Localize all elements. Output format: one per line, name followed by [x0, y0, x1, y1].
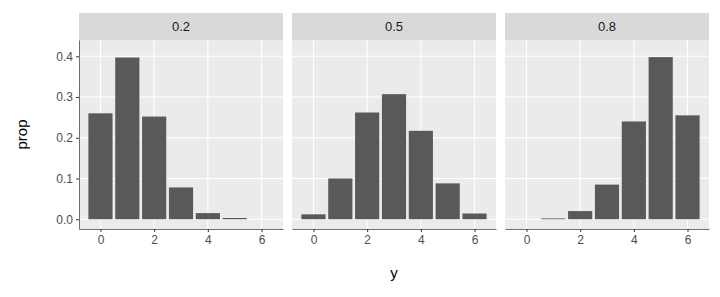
grid-line	[526, 40, 527, 229]
tick-label: 4	[631, 233, 638, 247]
grid	[79, 40, 283, 229]
tick-label: 6	[685, 233, 692, 247]
y-axis-title: prop	[13, 119, 30, 149]
tick: 0	[98, 229, 105, 247]
tick-label: 0.2	[56, 131, 73, 145]
bar	[675, 115, 699, 219]
strip-label: 0.5	[385, 19, 403, 34]
grid-line	[79, 96, 283, 97]
tick: 4	[205, 229, 212, 247]
bar	[649, 57, 673, 219]
grid-line	[474, 40, 475, 229]
tick-label: 0.1	[56, 172, 73, 186]
axis-line	[293, 229, 497, 230]
grid-line	[580, 40, 581, 229]
x-axis: 0 2 4 6	[506, 229, 710, 247]
bar	[355, 113, 379, 220]
bars	[88, 58, 246, 220]
bars	[541, 57, 699, 219]
tick: 2	[577, 229, 584, 247]
tick-label: 4	[205, 233, 212, 247]
axis-line	[79, 41, 80, 230]
bar	[196, 213, 220, 219]
tick: 0.0	[56, 213, 79, 227]
bar	[514, 219, 538, 220]
tick-label: 2	[577, 233, 584, 247]
bar	[436, 183, 460, 219]
tick-mark	[76, 97, 79, 98]
bar	[568, 211, 592, 219]
axis-line	[80, 229, 284, 230]
tick-label: 2	[151, 233, 158, 247]
x-axis: 0 2 4 6	[80, 229, 284, 247]
tick-label: 6	[259, 233, 266, 247]
bar	[301, 214, 325, 219]
tick-label: 6	[472, 233, 479, 247]
tick: 0.4	[56, 50, 79, 64]
tick: 0	[311, 229, 318, 247]
bar	[595, 185, 619, 220]
bar	[462, 214, 486, 220]
bar	[249, 219, 273, 220]
panel-background	[79, 40, 283, 229]
bar	[328, 178, 352, 219]
bars	[301, 94, 486, 219]
strip	[292, 13, 496, 40]
tick-mark	[76, 138, 79, 139]
panel-background	[505, 40, 709, 229]
bar	[88, 113, 112, 219]
axis-line	[506, 229, 710, 230]
strip-label: 0.2	[172, 19, 190, 34]
tick-label: 0.0	[56, 213, 73, 227]
tick: 6	[472, 229, 479, 247]
tick: 0.2	[56, 131, 79, 145]
tick-mark	[76, 178, 79, 179]
tick: 0.1	[56, 172, 79, 186]
tick: 2	[364, 229, 371, 247]
grid-line	[79, 56, 283, 57]
tick-label: 0.4	[56, 50, 73, 64]
bar	[169, 187, 193, 219]
bar	[622, 121, 646, 219]
tick-label: 0	[311, 233, 318, 247]
tick-label: 0	[98, 233, 105, 247]
strip-label: 0.8	[598, 19, 616, 34]
bar	[541, 218, 565, 220]
tick-label: 0.3	[56, 90, 73, 104]
tick-label: 4	[418, 233, 425, 247]
grid-line	[505, 96, 709, 97]
tick-mark	[76, 56, 79, 57]
tick: 6	[685, 229, 692, 247]
bar	[142, 117, 166, 220]
grid-line	[292, 56, 496, 57]
tick-label: 0	[524, 233, 531, 247]
bar	[223, 218, 247, 219]
tick: 4	[418, 229, 425, 247]
tick: 0.3	[56, 90, 79, 104]
chart: 0.2 0 2 4 6 0.0 0.1 0.2 0.3 0.4 0.5 0 2 4 6 0.8 0 2 4 6 y pro…	[0, 0, 720, 297]
tick-label: 2	[364, 233, 371, 247]
grid-line	[505, 56, 709, 57]
y-axis: 0.0 0.1 0.2 0.3 0.4	[56, 41, 79, 230]
grid	[505, 40, 709, 229]
grid	[292, 40, 496, 229]
strip	[505, 13, 709, 40]
bar	[409, 131, 433, 219]
bar	[382, 94, 406, 219]
bar	[115, 58, 139, 220]
panel-background	[292, 40, 496, 229]
x-axis: 0 2 4 6	[293, 229, 497, 247]
strip	[79, 13, 283, 40]
grid-line	[261, 40, 262, 229]
grid-line	[313, 40, 314, 229]
tick: 0	[524, 229, 531, 247]
tick: 2	[151, 229, 158, 247]
x-axis-title: y	[390, 264, 398, 281]
tick-mark	[76, 219, 79, 220]
grid-line	[207, 40, 208, 229]
tick: 6	[259, 229, 266, 247]
tick: 4	[631, 229, 638, 247]
